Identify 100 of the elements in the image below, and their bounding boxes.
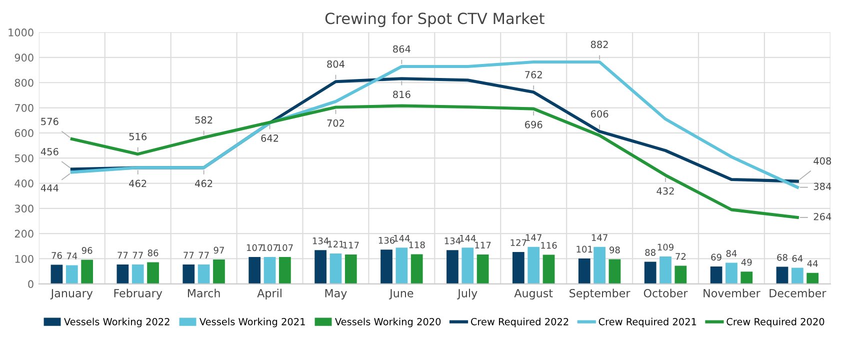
x-tick-label: May — [325, 289, 347, 300]
data-label: 762 — [525, 70, 542, 78]
data-label: 144 — [394, 235, 410, 242]
bar — [578, 258, 590, 284]
bar — [66, 265, 78, 284]
data-label: 107 — [277, 244, 293, 252]
bar — [674, 266, 687, 284]
data-label: 68 — [777, 254, 788, 261]
data-label: 77 — [198, 252, 209, 258]
bar — [344, 254, 357, 284]
data-label: 117 — [343, 242, 359, 248]
bar — [410, 254, 423, 284]
bar — [726, 262, 738, 284]
data-label: 864 — [393, 45, 410, 53]
bar — [50, 264, 63, 284]
data-label: 77 — [118, 252, 128, 258]
x-tick-label: February — [114, 288, 162, 300]
data-label: 72 — [676, 253, 686, 260]
data-label: 696 — [524, 120, 542, 128]
data-label: 74 — [66, 252, 78, 260]
data-label: 606 — [590, 110, 608, 118]
y-tick-label: 700 — [15, 104, 34, 112]
bar — [710, 266, 722, 284]
bar — [81, 260, 94, 284]
bar — [198, 264, 210, 284]
data-label: 77 — [184, 252, 194, 258]
data-label: 88 — [645, 249, 656, 256]
bar — [396, 248, 408, 284]
bar — [147, 262, 159, 284]
chart-title: Crewing for Spot CTV Market — [325, 12, 544, 28]
data-label: 576 — [41, 118, 58, 126]
bar — [528, 246, 540, 284]
x-tick-label: December — [770, 288, 826, 298]
y-tick-label: 0 — [28, 280, 34, 288]
data-label: 147 — [526, 234, 542, 241]
data-label: 98 — [610, 246, 620, 254]
bar — [644, 262, 656, 284]
bar — [806, 272, 819, 284]
data-label: 804 — [327, 60, 344, 68]
line-series — [70, 60, 799, 189]
y-tick-label: 100 — [15, 254, 34, 263]
bar — [776, 266, 788, 284]
bar — [740, 272, 753, 284]
y-tick-label: 200 — [14, 230, 34, 238]
data-label: 147 — [592, 234, 608, 241]
data-label: 582 — [195, 116, 212, 124]
y-tick-label: 800 — [14, 78, 34, 87]
x-tick-label: March — [188, 288, 220, 298]
y-tick-label: 500 — [14, 154, 34, 162]
bar — [380, 250, 392, 284]
data-label: 49 — [741, 258, 752, 266]
data-label: 127 — [510, 239, 526, 246]
data-label: 116 — [541, 242, 557, 249]
data-label: 444 — [40, 184, 58, 192]
bar — [279, 256, 291, 284]
bar — [182, 264, 195, 284]
data-label: 516 — [129, 132, 147, 140]
data-label: 96 — [82, 247, 92, 254]
data-label: 97 — [214, 246, 224, 254]
data-label: 84 — [726, 250, 737, 257]
x-tick-label: January — [50, 289, 93, 300]
bar — [608, 259, 621, 284]
bar — [132, 264, 144, 284]
legend-label: Vessels Working 2020 — [335, 318, 441, 328]
bar — [791, 268, 804, 284]
data-label: 107 — [246, 244, 262, 252]
data-label: 144 — [460, 235, 476, 242]
data-label: 64 — [792, 255, 803, 262]
bar — [594, 246, 606, 284]
data-label: 76 — [52, 252, 62, 259]
bar — [446, 250, 458, 284]
x-tick-label: June — [389, 289, 414, 300]
data-label: 816 — [393, 90, 410, 98]
bar — [264, 256, 276, 284]
data-label: 117 — [475, 242, 491, 248]
x-tick-label: November — [704, 288, 760, 298]
y-tick-label: 600 — [14, 129, 34, 138]
x-tick-label: July — [457, 288, 478, 300]
bar — [660, 256, 672, 284]
bar — [476, 254, 489, 284]
bar — [314, 250, 326, 284]
data-label: 121 — [328, 240, 344, 248]
data-label: 462 — [129, 180, 146, 188]
x-tick-label: October — [644, 288, 688, 298]
data-label: 432 — [656, 187, 674, 195]
data-label: 384 — [814, 182, 832, 190]
y-tick-label: 1000 — [8, 28, 34, 36]
x-tick-label: September — [570, 288, 630, 300]
data-label: 86 — [148, 250, 158, 256]
data-label: 264 — [814, 212, 832, 220]
bar — [116, 264, 129, 284]
data-label: 101 — [576, 246, 592, 253]
y-tick-label: 400 — [14, 179, 34, 188]
data-label: 77 — [132, 252, 143, 258]
x-tick-label: April — [257, 288, 282, 300]
bar — [213, 259, 225, 284]
legend-label: Crew Required 2020 — [726, 318, 824, 328]
y-tick-label: 900 — [14, 54, 34, 62]
data-label: 44 — [807, 260, 818, 267]
bar — [330, 253, 342, 284]
